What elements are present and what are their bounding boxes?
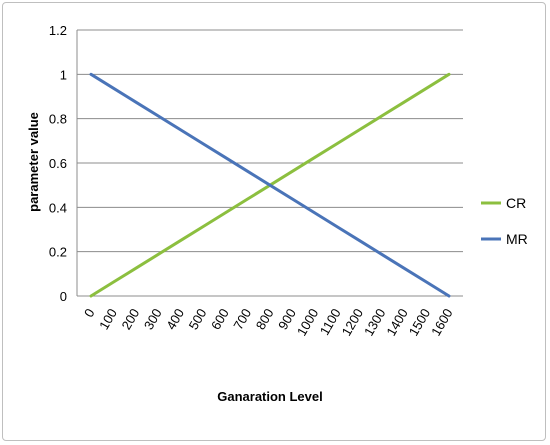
gridlines [76, 29, 463, 297]
y-axis-title: parameter value [26, 112, 41, 212]
y-axis-ticks: 0 0.2 0.4 0.6 0.8 1 1.2 [49, 23, 67, 304]
x-tick-label: 1500 [406, 306, 433, 339]
x-tick-label: 1000 [294, 306, 321, 339]
x-tick-label: 100 [96, 306, 120, 332]
x-tick-label: 700 [230, 306, 254, 332]
x-tick-label: 200 [119, 306, 143, 332]
x-tick-label: 600 [208, 306, 232, 332]
y-tick-label: 1.2 [49, 23, 67, 38]
x-tick-label: 500 [186, 306, 210, 332]
y-tick-label: 0.8 [49, 112, 67, 127]
x-tick-label: 400 [163, 306, 187, 332]
y-tick-label: 0.6 [49, 156, 67, 171]
x-tick-label: 800 [253, 306, 277, 332]
x-axis-title: Ganaration Level [217, 389, 322, 404]
x-tick-label: 1100 [317, 306, 344, 338]
y-tick-label: 1 [60, 67, 67, 82]
x-tick-label: 1300 [361, 306, 388, 339]
x-tick-label: 300 [141, 306, 165, 332]
x-tick-label: 1600 [428, 306, 455, 339]
y-tick-label: 0.4 [49, 200, 67, 215]
legend: CR MR [481, 195, 528, 247]
x-tick-label: 1400 [383, 306, 410, 339]
x-axis-ticks: 0100200300400500600700800900100011001200… [81, 306, 456, 339]
legend-label-cr: CR [506, 195, 526, 211]
series-line-mr [89, 72, 451, 298]
series-lines [89, 72, 451, 298]
x-tick-label: 0 [81, 306, 98, 320]
y-tick-label: 0.2 [49, 245, 67, 260]
x-tick-label: 1200 [339, 306, 366, 339]
legend-label-mr: MR [506, 231, 528, 247]
y-tick-label: 0 [60, 289, 67, 304]
